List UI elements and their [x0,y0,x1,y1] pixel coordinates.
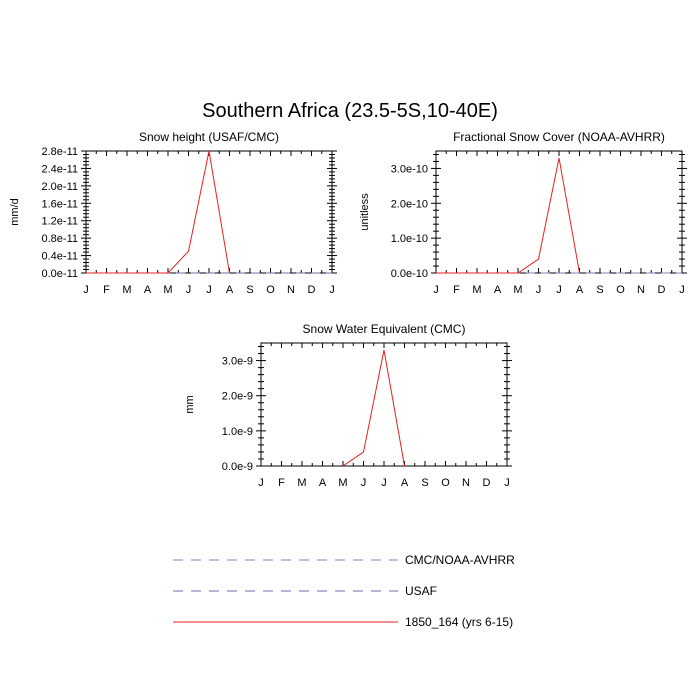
x-tick-label: J [381,477,387,489]
x-tick-label: J [329,284,335,296]
x-tick-label: F [453,284,460,296]
y-tick-label: 3.0e-10 [391,163,428,175]
x-tick-label: D [483,477,491,489]
x-tick-label: J [258,477,264,489]
x-tick-label: M [472,284,481,296]
x-tick-label: A [576,284,584,296]
y-tick-label: 2.0e-11 [42,181,79,193]
y-tick-label: 3.0e-9 [222,356,253,368]
x-tick-label: D [658,284,666,296]
y-tick-label: 0.4e-11 [42,251,79,263]
x-tick-label: J [536,284,542,296]
panel-title: Snow Water Equivalent (CMC) [303,322,466,336]
y-tick-label: 2.8e-11 [42,146,79,158]
legend-label: 1850_164 (yrs 6-15) [405,615,513,629]
y-tick-label: 1.0e-9 [222,426,253,438]
y-axis-label: unitless [359,193,371,231]
x-tick-label: D [308,284,316,296]
y-tick-label: 0.8e-11 [42,233,79,245]
x-tick-label: J [433,284,439,296]
y-tick-label: 1.0e-10 [391,233,428,245]
legend-item: 1850_164 (yrs 6-15) [173,615,513,629]
series-line-1850-164-yrs-6-15 [86,150,230,274]
x-tick-label: M [338,477,347,489]
figure-title: Southern Africa (23.5-5S,10-40E) [202,100,498,122]
y-tick-label: 0.0e-9 [222,461,253,473]
series-line-1850-164-yrs-6-15 [436,157,580,274]
x-tick-label: J [361,477,367,489]
panels: Snow height (USAF/CMC)mm/dJ F M A M J J A S O N D J0… [9,130,687,489]
chart-panel-3: Snow Water Equivalent (CMC)mmJ F M A M J J A S O N… [184,322,512,489]
chart-panel-2: Fractional Snow Cover (NOAA-AVHRR) unitle… [359,130,687,296]
x-tick-label: N [462,477,470,489]
x-tick-label: S [596,284,603,296]
legend: CMC/NOAA-AVHRR USAF 1850_164 (yrs 6-15) [173,553,515,629]
legend-label: USAF [405,584,437,598]
chart-panel-1: Snow height (USAF/CMC)mm/dJ F M A M J J A S O N D J0… [9,130,337,296]
y-tick-label: 0.0e-11 [42,268,79,280]
x-tick-label: J [504,477,510,489]
x-tick-label: A [226,284,234,296]
x-tick-label: J [206,284,212,296]
x-tick-label: N [287,284,295,296]
y-tick-label: 0.0e-10 [391,268,428,280]
legend-item: CMC/NOAA-AVHRR [173,553,515,567]
x-tick-label: O [266,284,275,296]
panel-title: Snow height (USAF/CMC) [139,130,279,144]
legend-label: CMC/NOAA-AVHRR [405,553,515,567]
y-tick-label: 2.0e-10 [391,198,428,210]
x-tick-label: J [556,284,562,296]
series-line-1850-164-yrs-6-15 [342,349,405,467]
plot-frame [260,342,508,467]
plot-frame [85,150,333,274]
y-tick-label: 1.2e-11 [42,216,79,228]
y-axis-label: mm/d [9,198,21,226]
x-tick-label: F [278,477,285,489]
x-tick-label: O [441,477,450,489]
y-tick-label: 2.4e-11 [42,163,79,175]
x-tick-label: J [186,284,192,296]
x-tick-label: J [679,284,685,296]
x-tick-label: M [163,284,172,296]
legend-item: USAF [173,584,437,598]
plot-frame [435,150,683,274]
x-tick-label: O [616,284,625,296]
panel-title: Fractional Snow Cover (NOAA-AVHRR) [453,130,665,144]
y-tick-label: 2.0e-9 [222,391,253,403]
x-tick-label: F [103,284,110,296]
x-tick-label: M [297,477,306,489]
x-tick-label: A [319,477,327,489]
x-tick-label: A [494,284,502,296]
y-axis-label: mm [184,395,196,413]
x-tick-label: A [144,284,152,296]
x-tick-label: S [421,477,428,489]
x-tick-label: M [122,284,131,296]
x-tick-label: M [513,284,522,296]
y-tick-label: 1.6e-11 [42,198,79,210]
x-tick-label: S [246,284,253,296]
x-tick-label: A [401,477,409,489]
x-tick-label: N [637,284,645,296]
x-tick-label: J [83,284,89,296]
